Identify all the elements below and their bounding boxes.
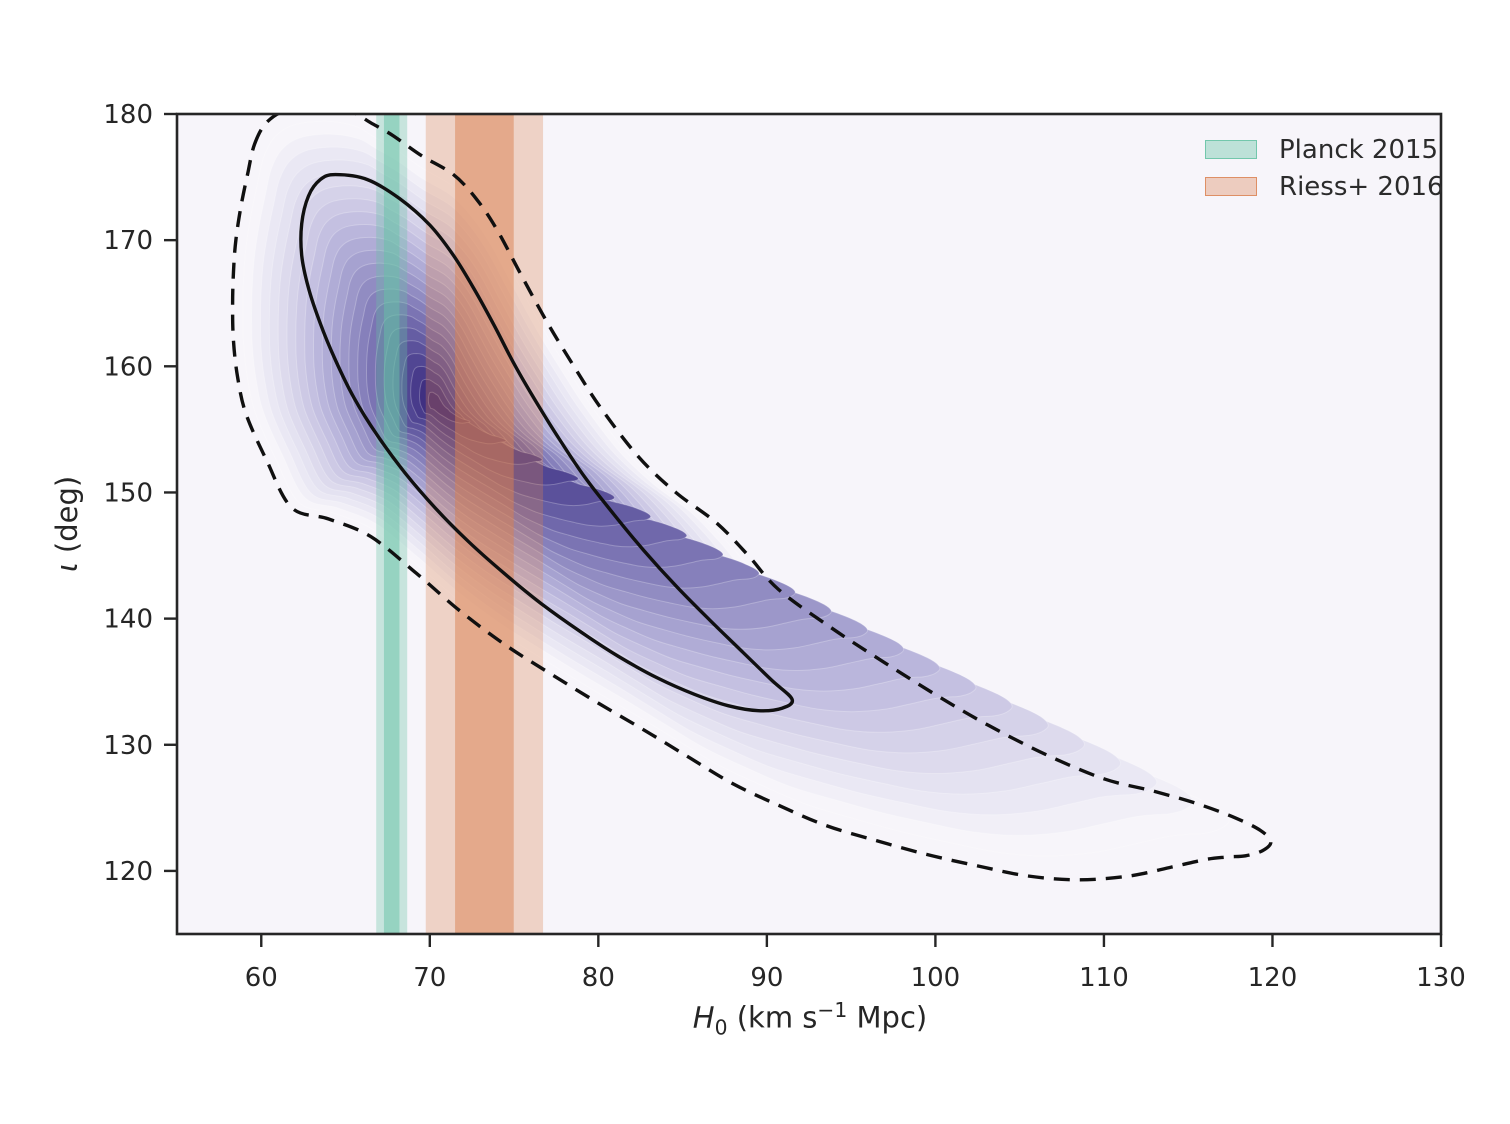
legend-item-riess: Riess+ 2016 (1205, 168, 1444, 205)
axis-ticks (164, 112, 1443, 947)
dashed-credible-contour (230, 114, 1273, 882)
y-tick-label: 140 (103, 605, 153, 635)
plot-frame (175, 112, 1443, 936)
x-label-variable: H (692, 1000, 715, 1035)
x-tick-label: 80 (582, 963, 615, 993)
x-tick-label: 60 (245, 963, 278, 993)
y-tick-label: 130 (103, 731, 153, 761)
legend-item-planck: Planck 2015 (1205, 131, 1444, 168)
x-tick-label: 120 (1248, 963, 1298, 993)
y-label-variable: ι (50, 562, 84, 573)
y-axis-label: ι (deg) (50, 476, 84, 572)
x-tick-label: 100 (911, 963, 961, 993)
x-label-subscript: 0 (714, 1015, 728, 1040)
x-tick-label: 110 (1079, 963, 1129, 993)
plot-area (177, 114, 1441, 934)
legend-label-riess: Riess+ 2016 (1279, 171, 1444, 202)
tick-labels: 60 70 80 90 100 110 120 130 120 130 140 150 160 170 18… (103, 100, 1465, 993)
solid-credible-contour (299, 172, 795, 713)
legend: Planck 2015 Riess+ 2016 (1205, 131, 1444, 205)
x-axis-label: H0 (km s−1 Mpc) (693, 998, 927, 1039)
y-label-units: (deg) (50, 475, 84, 563)
x-tick-label: 90 (750, 963, 783, 993)
planck-band-swatch (1205, 140, 1257, 159)
riess-band-inner (455, 114, 514, 934)
x-label-exponent: −1 (817, 998, 848, 1022)
planck-band-inner (383, 114, 400, 934)
riess-band-swatch (1205, 177, 1257, 196)
y-tick-label: 180 (103, 100, 153, 130)
y-tick-label: 150 (103, 478, 153, 508)
x-label-units-open: (km s (727, 1000, 818, 1035)
x-label-units-close: Mpc) (847, 1000, 928, 1035)
measurement-bands (376, 114, 544, 934)
y-tick-label: 120 (103, 857, 153, 887)
density-level (410, 365, 543, 465)
x-tick-label: 70 (413, 963, 446, 993)
y-tick-label: 160 (103, 352, 153, 382)
y-tick-label: 170 (103, 226, 153, 256)
x-tick-label: 130 (1416, 963, 1466, 993)
legend-label-planck: Planck 2015 (1279, 134, 1439, 165)
